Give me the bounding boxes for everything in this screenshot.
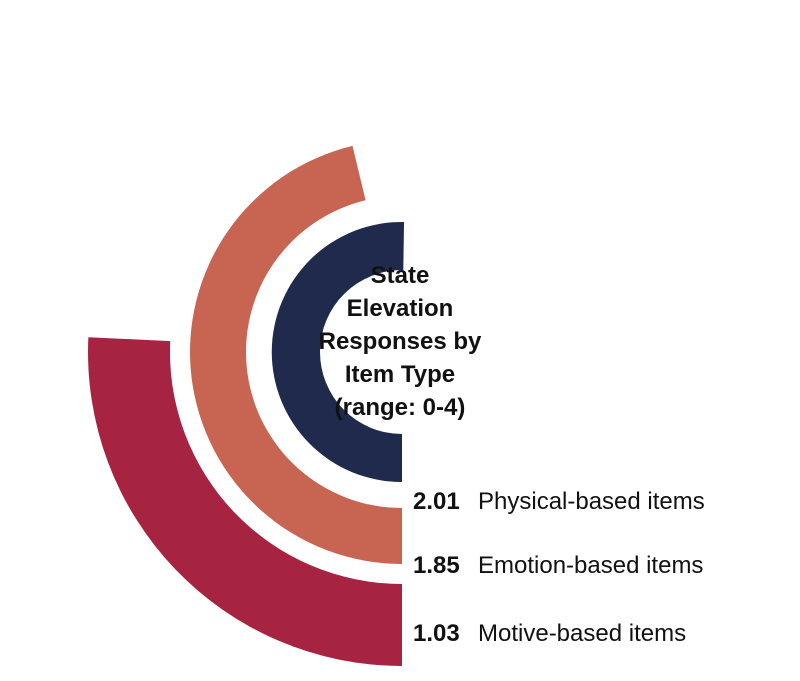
series-name-motive: Motive-based items xyxy=(478,620,686,647)
arc-motive xyxy=(88,337,402,666)
title-line-5: (range: 0-4) xyxy=(335,394,466,421)
arc-physical xyxy=(271,222,405,483)
title-line-2: Elevation xyxy=(347,295,454,322)
series-labels: 2.01 Physical-based items 1.85 Emotion-b… xyxy=(413,488,705,647)
chart-title: State Elevation Responses by Item Type (… xyxy=(319,262,482,421)
arcs-layer xyxy=(88,145,405,666)
series-value-motive: 1.03 xyxy=(413,620,460,647)
series-name-emotion: Emotion-based items xyxy=(478,552,703,579)
title-line-1: State xyxy=(371,262,430,289)
title-line-3: Responses by xyxy=(319,328,482,355)
title-line-4: Item Type xyxy=(345,361,455,388)
arc-emotion xyxy=(190,145,402,565)
series-name-physical: Physical-based items xyxy=(478,488,705,515)
series-value-physical: 2.01 xyxy=(413,488,460,515)
series-value-emotion: 1.85 xyxy=(413,552,460,579)
